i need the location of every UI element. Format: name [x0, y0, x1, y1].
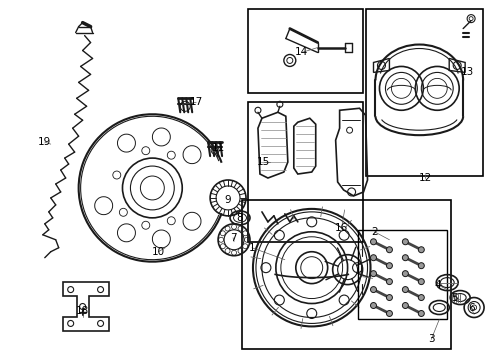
- Text: 6: 6: [467, 302, 473, 312]
- Circle shape: [417, 279, 424, 285]
- Text: 5: 5: [450, 293, 457, 302]
- Text: 11: 11: [211, 143, 224, 153]
- Text: 12: 12: [418, 173, 431, 183]
- Bar: [242, 200, 450, 349]
- Text: 8: 8: [236, 213, 243, 223]
- Text: 15: 15: [257, 157, 270, 167]
- Text: 19: 19: [38, 137, 51, 147]
- Circle shape: [370, 302, 376, 309]
- Text: 10: 10: [151, 247, 164, 257]
- Circle shape: [370, 287, 376, 293]
- Circle shape: [417, 247, 424, 253]
- Circle shape: [417, 294, 424, 301]
- Circle shape: [386, 294, 392, 301]
- Circle shape: [402, 271, 407, 276]
- Circle shape: [417, 263, 424, 269]
- Circle shape: [386, 247, 392, 253]
- Bar: [357, 230, 447, 319]
- Text: 1: 1: [248, 243, 255, 253]
- Circle shape: [417, 310, 424, 316]
- Text: 3: 3: [427, 334, 434, 345]
- Text: 7: 7: [229, 233, 236, 243]
- Text: 18: 18: [76, 306, 89, 316]
- Circle shape: [370, 271, 376, 276]
- Circle shape: [386, 263, 392, 269]
- Bar: [247, 102, 362, 242]
- Circle shape: [386, 310, 392, 316]
- Circle shape: [402, 302, 407, 309]
- Circle shape: [402, 287, 407, 293]
- Text: 14: 14: [295, 48, 308, 58]
- Text: 16: 16: [334, 223, 347, 233]
- Bar: [365, 9, 482, 176]
- Circle shape: [370, 239, 376, 245]
- Text: 9: 9: [224, 195, 231, 205]
- Text: 2: 2: [370, 227, 377, 237]
- Circle shape: [370, 255, 376, 261]
- Text: 17: 17: [189, 97, 203, 107]
- Text: 4: 4: [433, 280, 440, 289]
- Circle shape: [402, 239, 407, 245]
- Circle shape: [402, 255, 407, 261]
- Text: 13: 13: [460, 67, 473, 77]
- Bar: [247, 9, 362, 93]
- Circle shape: [386, 279, 392, 285]
